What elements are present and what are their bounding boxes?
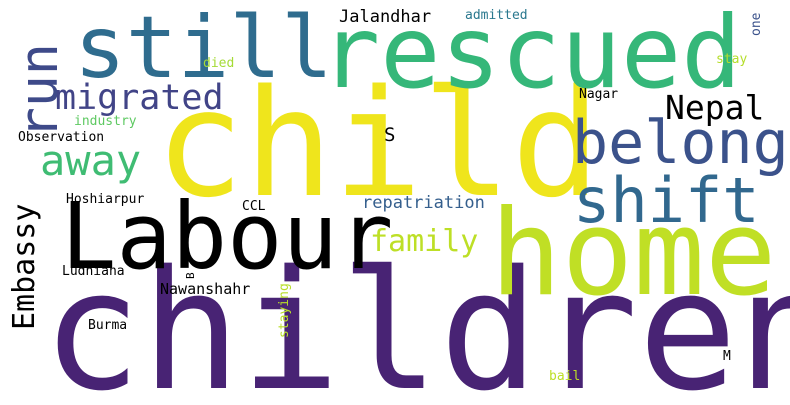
word-family: family bbox=[370, 224, 479, 259]
word-one: one bbox=[749, 12, 764, 36]
word-nagar: Nagar bbox=[579, 87, 619, 102]
word-away: away bbox=[40, 136, 142, 185]
word-died: died bbox=[203, 56, 235, 71]
word-m: M bbox=[723, 349, 731, 364]
word-b: B bbox=[184, 272, 197, 279]
word-ludhiana: Ludhiana bbox=[62, 264, 125, 279]
word-s: S bbox=[384, 124, 396, 146]
word-hoshiarpur: Hoshiarpur bbox=[66, 192, 145, 207]
word-nawanshahr: Nawanshahr bbox=[160, 280, 251, 298]
word-belong: belong bbox=[572, 108, 789, 178]
word-staying: staying bbox=[277, 283, 292, 338]
word-child: child bbox=[155, 58, 601, 230]
word-nepal: Nepal bbox=[665, 88, 765, 127]
word-jalandhar: Jalandhar bbox=[339, 7, 432, 27]
word-burma: Burma bbox=[88, 318, 128, 333]
word-repatriation: repatriation bbox=[362, 193, 485, 213]
word-admitted: admitted bbox=[465, 8, 528, 23]
word-ccl: CCL bbox=[242, 199, 266, 214]
word-stay: stay bbox=[716, 52, 748, 67]
word-embassy: Embassy bbox=[7, 203, 42, 330]
word-observation: Observation bbox=[18, 130, 105, 145]
word-bail: bail bbox=[549, 369, 581, 384]
word-home: home bbox=[490, 185, 777, 323]
word-shift: shift bbox=[573, 164, 760, 237]
word-migrated: migrated bbox=[55, 78, 224, 118]
word-still: still bbox=[74, 0, 333, 98]
word-labour: Labour bbox=[61, 183, 394, 290]
word-children: children bbox=[42, 235, 790, 405]
word-industry: industry bbox=[74, 114, 137, 129]
word-rescued: rescued bbox=[320, 0, 742, 111]
